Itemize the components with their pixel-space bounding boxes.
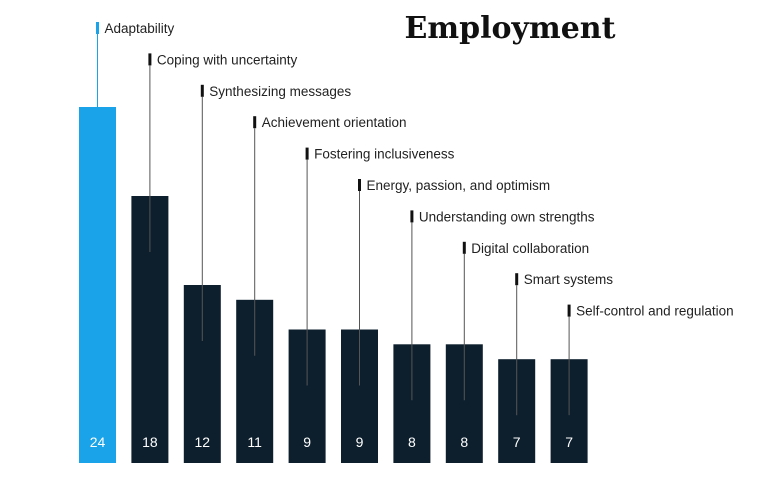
value-label-7: 8: [408, 434, 416, 450]
category-label-9: Smart systems: [524, 272, 614, 287]
value-label-3: 12: [195, 434, 211, 450]
category-label-2: Coping with uncertainty: [157, 52, 298, 67]
label-marker-4: [253, 116, 257, 129]
value-label-2: 18: [142, 434, 158, 450]
category-label-10: Self-control and regulation: [576, 304, 734, 319]
value-label-6: 9: [356, 434, 364, 450]
label-marker-5: [305, 147, 309, 160]
chart-title: Employment: [405, 11, 616, 46]
value-label-1: 24: [90, 434, 106, 450]
value-label-4: 11: [247, 434, 262, 450]
value-label-9: 7: [513, 434, 521, 450]
label-marker-10: [567, 304, 571, 317]
label-marker-2: [148, 53, 152, 66]
label-marker-1: [96, 22, 99, 34]
label-marker-7: [410, 210, 414, 223]
category-label-1: Adaptability: [105, 21, 175, 36]
label-marker-3: [200, 84, 204, 97]
value-label-5: 9: [303, 434, 311, 450]
value-label-10: 7: [565, 434, 573, 450]
label-marker-8: [462, 241, 466, 254]
label-marker-6: [358, 179, 361, 191]
label-marker-9: [515, 273, 519, 286]
category-label-5: Fostering inclusiveness: [314, 147, 455, 162]
category-label-3: Synthesizing messages: [209, 84, 351, 99]
category-label-4: Achievement orientation: [262, 115, 407, 130]
category-label-6: Energy, passion, and optimism: [367, 178, 551, 193]
category-label-7: Understanding own strengths: [419, 209, 595, 224]
category-label-8: Digital collaboration: [471, 241, 589, 256]
value-label-8: 8: [460, 434, 468, 450]
bar-1: [79, 107, 116, 463]
